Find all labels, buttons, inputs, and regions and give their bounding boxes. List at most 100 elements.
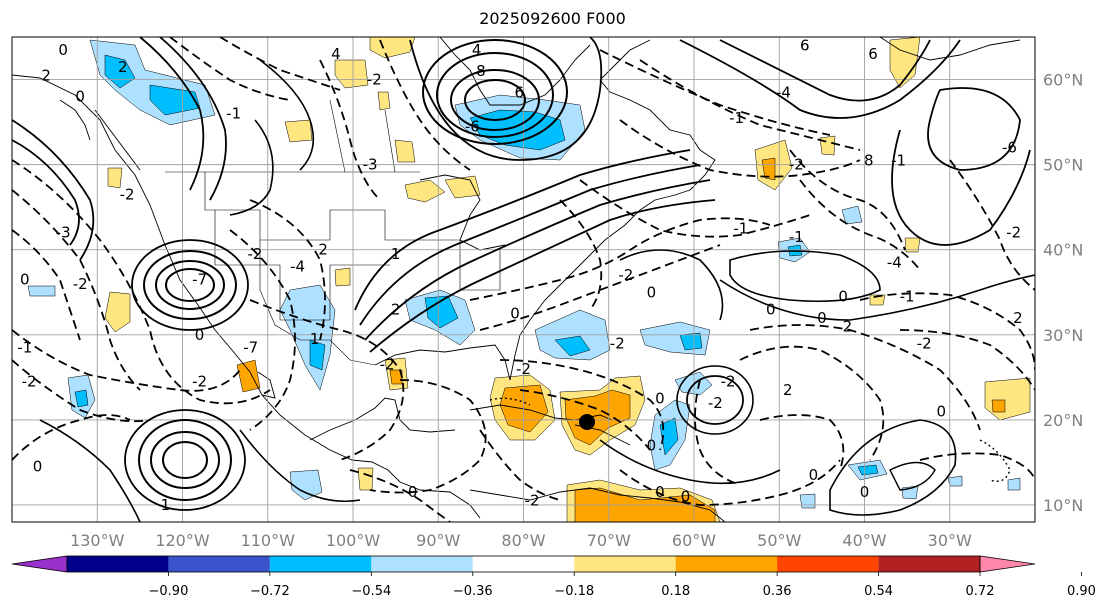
plot-frame [11, 36, 1036, 523]
contour-label: -2 [525, 492, 540, 510]
contour-label: -7 [192, 271, 207, 289]
contour-label: -2 [708, 394, 723, 412]
contour-label: 2 [783, 381, 793, 399]
contour-label: 4 [472, 41, 482, 59]
latitude-tick-label: 30°N [1043, 326, 1083, 345]
contour-label: -2 [247, 245, 262, 263]
contour-label: 8 [864, 151, 874, 169]
coastline-layer [12, 37, 1021, 522]
contour-label: 0 [408, 483, 418, 501]
colorbar-segment [67, 556, 169, 572]
longitude-tick-label: 80°W [501, 531, 545, 550]
contour-label: -1 [226, 105, 241, 123]
contour-label: -2 [610, 334, 625, 352]
contour-label: 0 [195, 326, 205, 344]
contour-label: -2 [516, 360, 531, 378]
contour-label: -1 [789, 228, 804, 246]
storm-center-marker [579, 414, 595, 430]
longitude-tick-label: 30°W [928, 531, 972, 550]
contour-label: -2 [192, 373, 207, 391]
colorbar-segment [168, 556, 270, 572]
contour-label: -2 [120, 185, 135, 203]
longitude-tick-label: 60°W [672, 531, 716, 550]
colorbar-extend-high [979, 555, 1036, 573]
contour-label: -2 [367, 71, 382, 89]
contour-label: 4 [331, 45, 341, 63]
longitude-tick-label: 100°W [326, 531, 381, 550]
contour-label: 2 [1013, 309, 1023, 327]
contour-label: -1 [17, 339, 32, 357]
contour-label: -3 [363, 156, 378, 174]
contour-label: 0 [510, 305, 520, 323]
contour-label: 0 [817, 309, 827, 327]
contour-label: 0 [809, 466, 819, 484]
longitude-tick-label: 110°W [241, 531, 296, 550]
latitude-tick-label: 20°N [1043, 411, 1083, 430]
colorbar-tick-label: 0.72 [966, 584, 995, 599]
contour-label: 2 [391, 300, 401, 318]
colorbar-segment [675, 556, 778, 572]
latitude-tick-label: 40°N [1043, 241, 1083, 260]
colorbar-tick-label: 0.54 [864, 584, 893, 599]
contour-label: 0 [838, 288, 848, 306]
contour-label: -6 [465, 117, 480, 135]
colorbar-tick-label: −0.36 [453, 584, 493, 599]
contour-label: 0 [33, 458, 43, 476]
contour-label: 0 [655, 483, 665, 501]
contour-label: 1 [161, 496, 171, 514]
contour-label: 2 [318, 241, 328, 259]
longitude-tick-label: 90°W [416, 531, 460, 550]
contour-label: 0 [860, 483, 870, 501]
latitude-axis: 60°N 50°N 40°N 30°N 20°N 10°N [1043, 71, 1083, 515]
contour-label: -2 [73, 275, 88, 293]
colorbar-tick-label: 0.90 [1067, 584, 1096, 599]
contour-label: -4 [290, 258, 305, 276]
contour-label: -1 [733, 219, 748, 237]
contour-label: 6 [800, 37, 810, 55]
colorbar-segment [878, 556, 980, 572]
contour-label: 0 [75, 88, 85, 106]
contour-label: -1 [891, 151, 906, 169]
contour-label: 2 [118, 58, 128, 76]
colorbar: −0.90 −0.72 −0.54 −0.36 −0.18 0.18 0.36 0.54 0.7… [11, 555, 1096, 599]
colorbar-segment [777, 556, 879, 572]
colorbar-segment [371, 556, 473, 572]
contour-label: 1 [391, 245, 401, 263]
colorbar-tick-label: −0.54 [351, 584, 391, 599]
contour-label: 0 [647, 436, 657, 454]
contour-dotted-layer [489, 397, 1011, 482]
contour-label: -2 [917, 334, 932, 352]
colorbar-tick-label: 0.36 [763, 584, 792, 599]
contour-label: -2 [22, 373, 37, 391]
colorbar-tick-label: −0.90 [149, 584, 189, 599]
colorbar-tick-label: 0.18 [661, 584, 690, 599]
contour-label: -2 [380, 356, 395, 374]
contour-label: 1 [310, 330, 320, 348]
contour-label: 2 [41, 66, 51, 84]
longitude-axis: 130°W 120°W 110°W 100°W 90°W 80°W 70°W 60°W 50°W… [70, 531, 972, 550]
contour-label: 0 [936, 402, 946, 420]
longitude-tick-label: 50°W [757, 531, 801, 550]
contour-label: -2 [1006, 224, 1021, 242]
contour-label: -2 [721, 373, 736, 391]
latitude-tick-label: 60°N [1043, 71, 1083, 90]
contour-label: 0 [20, 271, 30, 289]
latitude-tick-label: 10°N [1043, 496, 1083, 515]
map-title: 2025092600 F000 [479, 9, 626, 28]
contour-label: -1 [900, 288, 915, 306]
contour-label: -2 [789, 156, 804, 174]
contour-label: -1 [729, 109, 744, 127]
contour-label: 0 [681, 487, 691, 505]
colorbar-extend-low [11, 555, 68, 573]
contour-label: 6 [514, 83, 524, 101]
colorbar-frame [66, 555, 981, 573]
contour-label: -6 [1002, 139, 1017, 157]
colorbar-segment [574, 556, 676, 572]
longitude-tick-label: 70°W [587, 531, 631, 550]
colorbar-tick-label: −0.18 [554, 584, 594, 599]
contour-label: -4 [776, 83, 791, 101]
contour-label: -4 [887, 253, 902, 271]
contour-label: 0 [655, 390, 665, 408]
